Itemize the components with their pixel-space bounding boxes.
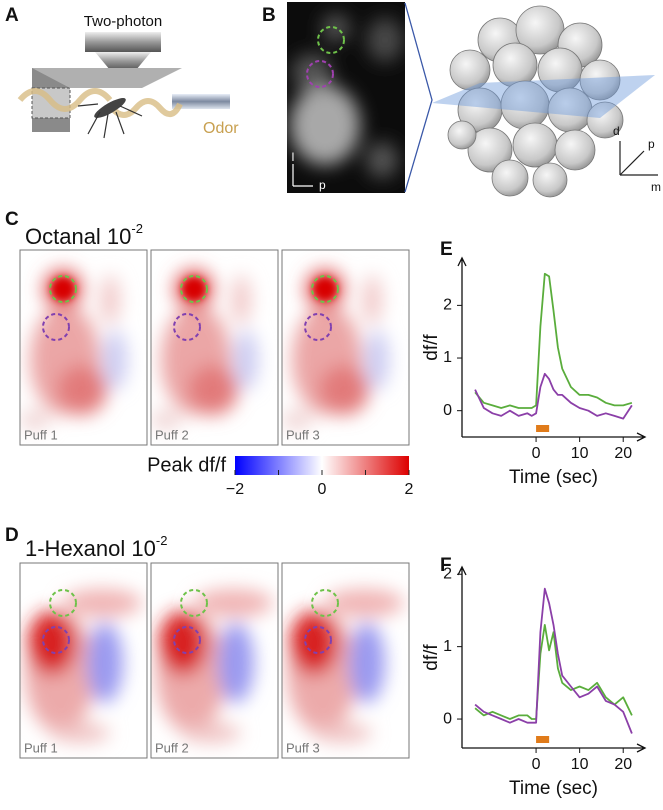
series-line [474, 624, 633, 720]
panel-letter: B [262, 5, 276, 26]
condition-title: Octanal 10-2 [25, 221, 143, 248]
imaging-view: l p d p m [287, 2, 661, 198]
stimulus-bar [536, 425, 550, 432]
x-axis-label: Time (sec) [509, 467, 598, 488]
orientation-label: m [651, 180, 661, 194]
y-tick-label: 2 [443, 297, 452, 314]
puff-label: Puff 2 [155, 740, 189, 755]
y-axis [457, 256, 467, 437]
y-axis-label: df/f [421, 334, 442, 361]
x-tick-label: 20 [614, 756, 632, 773]
series-line [474, 272, 633, 409]
y-tick-label: 0 [443, 402, 452, 419]
condition-title: 1-Hexanol 10-2 [25, 533, 167, 560]
puff-label: Puff 3 [286, 740, 320, 755]
stimulus-bar [536, 736, 550, 743]
panel-letter: A [5, 5, 19, 26]
image-axis-label: p [319, 178, 326, 192]
condition-name: Octanal 10 [25, 224, 131, 249]
heatmaps-c: Puff 1 Puff 2 Puff 3 [19, 249, 410, 446]
microscope-label: Two-photon [84, 13, 162, 30]
y-tick-label: 1 [443, 638, 452, 655]
heatmaps-d: Puff 1 Puff 2 Puff 3 [19, 562, 410, 759]
image-axis-label: l [292, 150, 295, 164]
y-axis [457, 565, 467, 748]
colorbar: Peak df/f −2 0 2 [147, 454, 413, 498]
x-axis-label: Time (sec) [509, 778, 598, 799]
y-tick-label: 0 [443, 710, 452, 727]
x-tick-label: 10 [571, 445, 589, 462]
x-tick-label: 0 [532, 445, 541, 462]
puff-label: Puff 1 [24, 427, 58, 442]
panel-letter: C [5, 209, 19, 230]
puff-label: Puff 3 [286, 427, 320, 442]
x-tick-label: 20 [614, 445, 632, 462]
colorbar-tick-label: −2 [226, 481, 244, 498]
x-axis [462, 432, 647, 442]
colorbar-tick-label: 2 [405, 481, 414, 498]
y-tick-label: 1 [443, 349, 452, 366]
panel-letter: E [440, 239, 453, 260]
panel-letter: F [440, 555, 452, 576]
x-tick-label: 10 [571, 756, 589, 773]
orientation-label: p [648, 137, 655, 151]
setup-drawing: Two-photon Odor [17, 13, 239, 139]
odor-label: Odor [203, 120, 239, 137]
exponent: -2 [131, 221, 143, 236]
panel-letter: D [5, 525, 19, 546]
colorbar-label: Peak df/f [147, 454, 226, 476]
puff-label: Puff 1 [24, 740, 58, 755]
series-line [474, 587, 633, 734]
y-axis-label: df/f [421, 644, 442, 671]
colorbar-tick-label: 0 [318, 481, 327, 498]
x-tick-label: 0 [532, 756, 541, 773]
orientation-label: d [613, 124, 620, 138]
exponent: -2 [156, 533, 168, 548]
puff-label: Puff 2 [155, 427, 189, 442]
series-line [474, 372, 633, 420]
y-tick-label: 2 [443, 565, 452, 582]
condition-name: 1-Hexanol 10 [25, 536, 156, 561]
x-axis [462, 743, 647, 753]
